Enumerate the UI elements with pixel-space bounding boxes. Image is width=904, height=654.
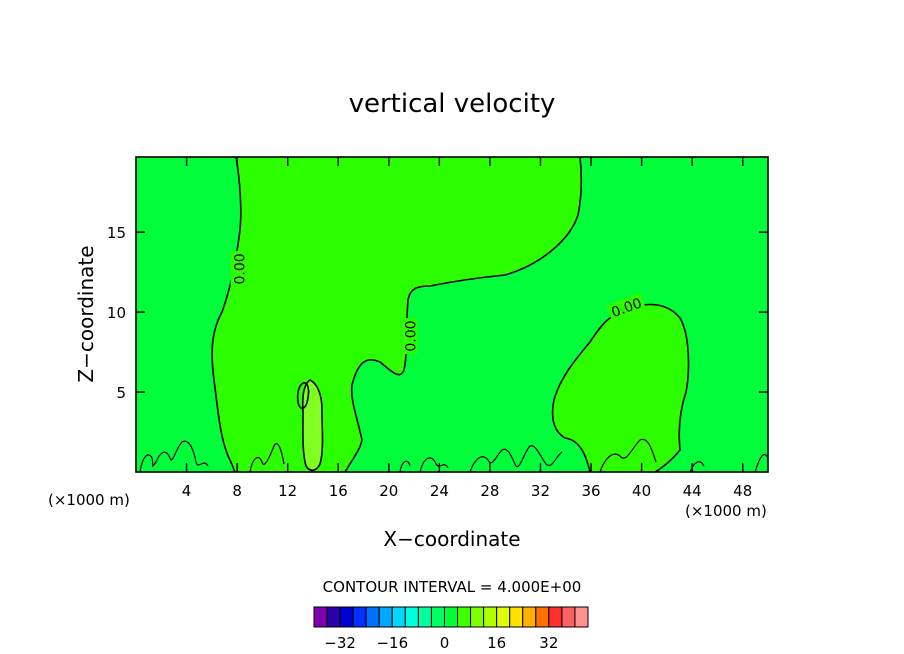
colorbar-swatch — [313, 606, 328, 628]
colorbar-swatch — [378, 606, 393, 628]
contour-inner-patch — [296, 382, 310, 410]
x-tick-label: 36 — [581, 482, 600, 500]
colorbar-tick-label: 0 — [440, 634, 450, 652]
contour-label: 0.00 — [230, 250, 249, 287]
colorbar-swatch — [404, 606, 419, 628]
contour-label-bg — [606, 292, 646, 321]
colorbar-tick-label: −32 — [324, 634, 356, 652]
x-tick-label: 28 — [480, 482, 499, 500]
x-tick-label: 12 — [278, 482, 297, 500]
colorbar-swatch — [326, 606, 341, 628]
contour-label-text: 0.00 — [233, 253, 249, 284]
colorbar-swatch — [470, 606, 485, 628]
colorbar-swatch — [339, 606, 354, 628]
x-tick-label: 44 — [683, 482, 702, 500]
colorbar-tick-labels: −32 −16 0 16 32 — [324, 634, 558, 652]
colorbar-swatch — [483, 606, 498, 628]
y-tick-label: 15 — [107, 224, 126, 242]
colorbar-swatch — [443, 606, 459, 628]
colorbar-tick-label: 32 — [539, 634, 558, 652]
plot-frame — [135, 156, 769, 473]
colorbar — [313, 606, 589, 628]
colorbar-tick-label: 16 — [487, 634, 506, 652]
x-tick-label: 24 — [430, 482, 449, 500]
x-tick-label: 40 — [632, 482, 651, 500]
x-tick-label: 32 — [531, 482, 550, 500]
x-tick-label: 8 — [232, 482, 242, 500]
contour-label: 0.00 — [401, 318, 419, 355]
contour-zero-right-blob — [551, 303, 690, 473]
colorbar-swatch — [548, 606, 563, 628]
x-tick-label: 4 — [182, 482, 192, 500]
colorbar-swatch — [365, 606, 380, 628]
contour-label-bg — [230, 250, 247, 287]
y-tick-label: 5 — [116, 384, 126, 402]
colorbar-swatch — [561, 606, 576, 628]
y-axis-label: Z−coordinate — [74, 245, 98, 382]
x-axis-ticks: 4 8 12 16 20 24 28 32 36 40 44 48 — [182, 157, 752, 500]
x-tick-label: 16 — [329, 482, 348, 500]
colorbar-swatch — [391, 606, 406, 628]
colorbar-swatch — [457, 606, 472, 628]
x-tick-label: 20 — [379, 482, 398, 500]
x-unit-right: (×1000 m) — [685, 502, 767, 520]
contour-labels: 0.000.000.00 — [230, 250, 646, 355]
y-tick-label: 10 — [107, 304, 126, 322]
x-unit-left: (×1000 m) — [48, 491, 130, 509]
colorbar-swatch — [535, 606, 550, 628]
contour-zero-upper — [211, 156, 242, 473]
colorbar-swatch — [352, 606, 367, 628]
colorbar-swatch — [522, 606, 537, 628]
contour-interval-text: CONTOUR INTERVAL = 4.000E+00 — [323, 578, 582, 596]
colorbar-swatch — [496, 606, 511, 628]
colorbar-swatch — [417, 606, 432, 628]
colorbar-swatch — [509, 606, 524, 628]
colorbar-swatch — [574, 606, 589, 628]
colorbar-tick-label: −16 — [376, 634, 408, 652]
x-tick-label: 48 — [733, 482, 752, 500]
y-axis-ticks: 5 10 15 — [107, 224, 768, 402]
contour-surface-noise — [139, 438, 769, 473]
colorbar-swatch — [430, 606, 445, 628]
contour-label-text: 0.00 — [403, 321, 419, 352]
chart-title: vertical velocity — [349, 89, 556, 119]
contour-label-bg — [401, 318, 418, 355]
x-axis-label: X−coordinate — [383, 527, 520, 551]
